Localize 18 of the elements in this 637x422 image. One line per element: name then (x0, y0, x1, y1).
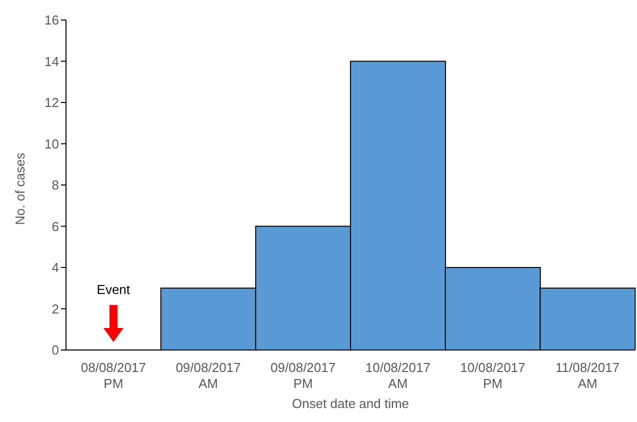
y-tick-label: 16 (44, 12, 59, 28)
y-axis-title: No. of cases (12, 152, 28, 225)
x-tick-label: 08/08/2017 PM (80, 360, 146, 391)
x-tick-label: 09/08/2017 AM (176, 360, 241, 391)
x-axis-title: Onset date and time (292, 396, 410, 411)
y-tick-label: 2 (52, 301, 59, 316)
x-tick-label: 10/08/2017 PM (460, 360, 526, 391)
x-tick-label: 10/08/2017 AM (365, 360, 430, 391)
x-tick-label: 09/08/2017 PM (270, 360, 336, 391)
y-tick-label: 6 (52, 218, 59, 234)
annotation: Event (96, 282, 130, 297)
x-tick-label: 11/08/2017 AM (556, 360, 620, 391)
y-tick-label: 0 (52, 342, 59, 358)
y-tick-label: 14 (44, 54, 59, 69)
y-tick-label: 8 (52, 178, 59, 193)
y-tick-label: 10 (44, 136, 59, 152)
y-tick-label: 4 (52, 260, 59, 276)
y-tick-label: 12 (44, 95, 59, 110)
